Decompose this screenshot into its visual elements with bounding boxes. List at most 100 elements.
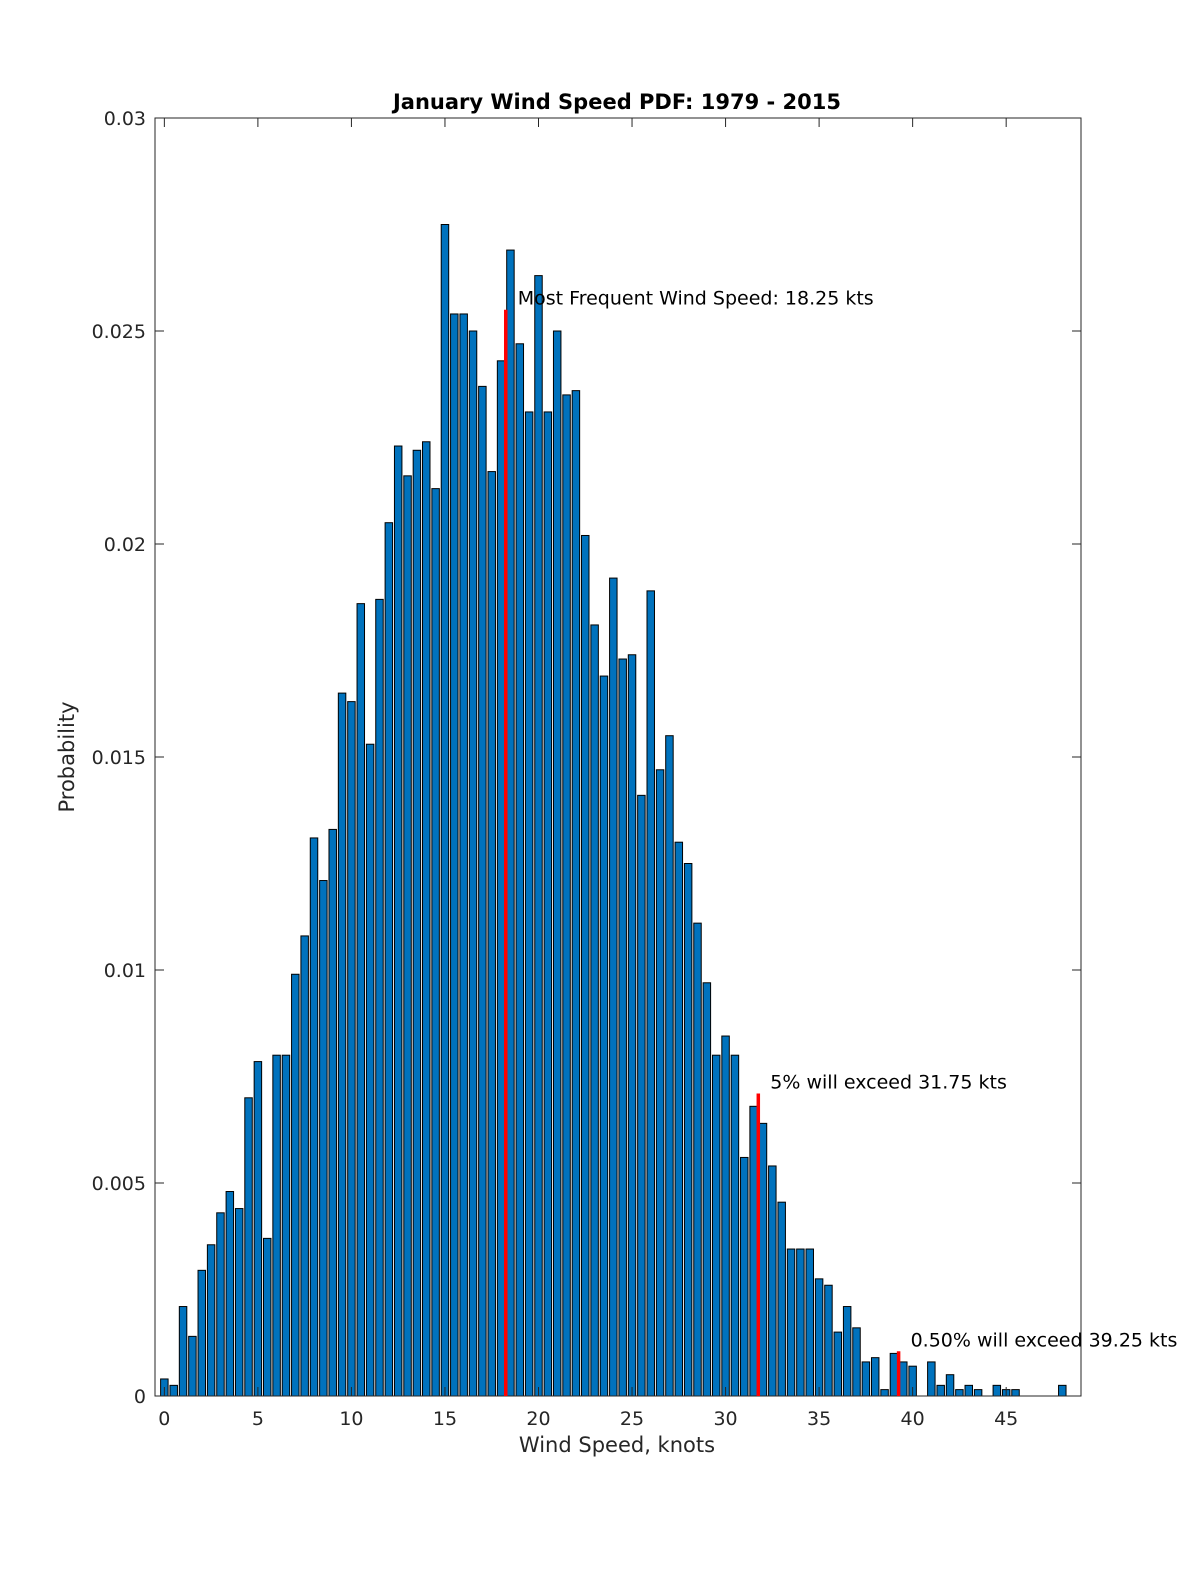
bar <box>637 794 646 1397</box>
bar <box>291 973 300 1397</box>
bar <box>188 1335 197 1397</box>
x-tick-label: 25 <box>620 1408 644 1430</box>
bar <box>627 654 637 1397</box>
bar <box>665 735 674 1397</box>
bar <box>197 1269 207 1397</box>
bar <box>581 534 590 1397</box>
y-tick-label: 0 <box>134 1386 146 1408</box>
bar <box>693 922 702 1397</box>
bar <box>599 675 609 1397</box>
bar <box>534 275 543 1397</box>
x-tick-label: 15 <box>433 1408 457 1430</box>
bar <box>552 330 562 1397</box>
bar <box>169 1384 178 1397</box>
bar <box>749 1105 758 1397</box>
bar <box>375 598 384 1397</box>
bar <box>478 385 487 1397</box>
x-tick-label: 30 <box>713 1408 737 1430</box>
bar <box>964 1384 974 1397</box>
bar <box>618 658 627 1397</box>
bar <box>899 1361 908 1397</box>
bar <box>768 1165 777 1397</box>
bar <box>702 982 712 1397</box>
marker-annotation: Most Frequent Wind Speed: 18.25 kts <box>518 288 874 310</box>
bar <box>870 1357 880 1397</box>
bar <box>431 488 440 1397</box>
x-tick-label: 20 <box>526 1408 550 1430</box>
y-tick-label: 0.025 <box>92 321 146 343</box>
bar <box>253 1061 263 1397</box>
bar <box>945 1374 955 1397</box>
bar <box>711 1054 721 1397</box>
bar <box>515 343 525 1397</box>
bar <box>356 603 366 1397</box>
bar <box>263 1237 272 1397</box>
bar <box>786 1248 796 1397</box>
bar <box>234 1208 244 1397</box>
bar <box>1011 1389 1020 1397</box>
bar <box>805 1248 814 1397</box>
bar <box>468 330 478 1397</box>
bar <box>852 1327 861 1397</box>
bar <box>927 1361 936 1397</box>
bar <box>422 441 431 1397</box>
bar <box>496 360 506 1397</box>
bar <box>655 769 665 1397</box>
y-axis-label: Probability <box>55 701 79 812</box>
bar <box>337 692 347 1397</box>
bar <box>543 411 553 1397</box>
bar <box>403 475 412 1397</box>
y-tick-label: 0.01 <box>104 960 146 982</box>
bar <box>300 935 309 1397</box>
bar <box>861 1361 871 1397</box>
bar <box>992 1384 1002 1397</box>
bar <box>646 590 655 1397</box>
bar <box>571 390 581 1397</box>
axes-group: 0 5 10 15 20 25 30 35 40 45 0 0.005 0.01 0.015 0.02 0.0… <box>92 108 1082 1430</box>
bar <box>721 1035 730 1397</box>
bar <box>955 1389 964 1397</box>
x-tick-label: 5 <box>252 1408 264 1430</box>
y-tick-label: 0.02 <box>104 534 146 556</box>
bar <box>842 1306 852 1397</box>
bar <box>244 1097 253 1397</box>
bar <box>328 828 337 1397</box>
chart-title: January Wind Speed PDF: 1979 - 2015 <box>391 90 841 114</box>
markers-group: Most Frequent Wind Speed: 18.25 kts 5% wi… <box>504 288 1178 1396</box>
bar <box>206 1244 216 1397</box>
bar <box>216 1212 225 1397</box>
bar <box>1058 1384 1067 1397</box>
bar <box>524 411 534 1397</box>
bar <box>880 1389 889 1397</box>
bar <box>730 1054 740 1397</box>
bar <box>225 1191 235 1397</box>
bars-group <box>160 224 1067 1397</box>
bar <box>889 1352 899 1397</box>
x-tick-label: 10 <box>339 1408 363 1430</box>
bar <box>309 837 319 1397</box>
bar <box>384 522 394 1397</box>
bar <box>272 1054 281 1397</box>
bar <box>833 1331 843 1397</box>
bar <box>393 445 403 1397</box>
bar <box>824 1284 833 1397</box>
marker-annotation: 5% will exceed 31.75 kts <box>770 1072 1007 1094</box>
bar <box>814 1278 824 1397</box>
bar <box>590 624 599 1397</box>
x-tick-label: 40 <box>901 1408 925 1430</box>
bar <box>365 743 375 1397</box>
bar <box>178 1306 188 1397</box>
bar <box>440 224 450 1397</box>
y-tick-label: 0.005 <box>92 1173 146 1195</box>
bar <box>973 1389 983 1397</box>
bar <box>412 449 422 1397</box>
bar <box>758 1122 768 1397</box>
x-tick-label: 45 <box>994 1408 1018 1430</box>
x-axis-label: Wind Speed, knots <box>519 1433 715 1457</box>
bar <box>777 1201 786 1397</box>
y-tick-label: 0.03 <box>104 108 146 130</box>
bar <box>674 841 684 1397</box>
bar <box>450 313 459 1397</box>
marker-annotation: 0.50% will exceed 39.25 kts <box>911 1329 1178 1351</box>
bar <box>796 1248 805 1397</box>
